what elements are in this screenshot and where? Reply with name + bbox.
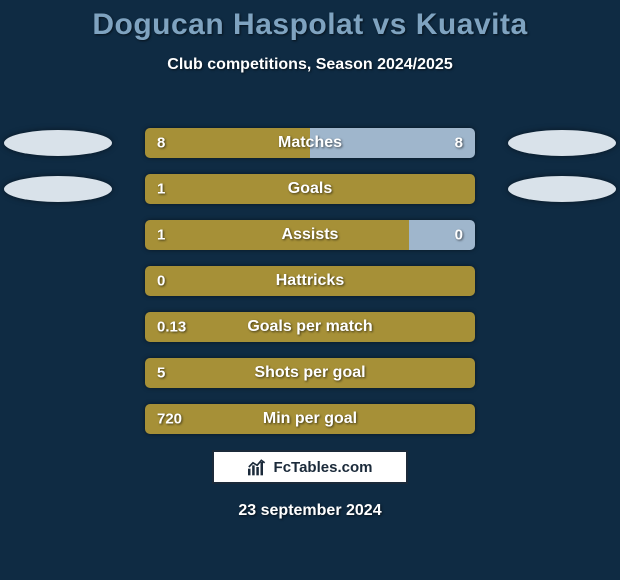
stat-bar: Min per goal720 — [145, 404, 475, 434]
player1-segment — [145, 358, 475, 388]
stat-bar: Matches88 — [145, 128, 475, 158]
stat-row: Matches88 — [0, 120, 620, 166]
chart-icon — [248, 458, 268, 476]
player1-value: 5 — [157, 365, 165, 382]
player1-segment — [145, 266, 475, 296]
player2-segment — [310, 128, 475, 158]
page-title: Dogucan Haspolat vs Kuavita — [0, 8, 620, 42]
stat-row: Hattricks0 — [0, 258, 620, 304]
stat-bar: Goals1 — [145, 174, 475, 204]
stat-bar: Goals per match0.13 — [145, 312, 475, 342]
player1-value: 1 — [157, 227, 165, 244]
stat-bar: Hattricks0 — [145, 266, 475, 296]
player1-segment — [145, 174, 475, 204]
player1-segment — [145, 312, 475, 342]
player1-value: 0.13 — [157, 319, 186, 336]
player1-segment — [145, 128, 310, 158]
player2-value: 8 — [455, 135, 463, 152]
player1-segment — [145, 404, 475, 434]
player1-value: 1 — [157, 181, 165, 198]
stat-row: Shots per goal5 — [0, 350, 620, 396]
stat-row: Assists10 — [0, 212, 620, 258]
player2-value: 0 — [455, 227, 463, 244]
brand-badge[interactable]: FcTables.com — [212, 450, 408, 484]
stat-bar: Shots per goal5 — [145, 358, 475, 388]
player2-club-oval — [508, 176, 616, 202]
stat-row: Min per goal720 — [0, 396, 620, 442]
page-subtitle: Club competitions, Season 2024/2025 — [0, 56, 620, 74]
player2-club-oval — [508, 130, 616, 156]
player1-club-oval — [4, 130, 112, 156]
player1-value: 720 — [157, 411, 182, 428]
player2-segment — [409, 220, 475, 250]
brand-text: FcTables.com — [274, 459, 373, 476]
footer-date: 23 september 2024 — [0, 502, 620, 520]
player1-club-oval — [4, 176, 112, 202]
player1-value: 0 — [157, 273, 165, 290]
stat-rows-container: Matches88Goals1Assists10Hattricks0Goals … — [0, 120, 620, 442]
comparison-card: Dogucan Haspolat vs Kuavita Club competi… — [0, 0, 620, 580]
player1-segment — [145, 220, 409, 250]
stat-bar: Assists10 — [145, 220, 475, 250]
stat-row: Goals per match0.13 — [0, 304, 620, 350]
player1-value: 8 — [157, 135, 165, 152]
stat-row: Goals1 — [0, 166, 620, 212]
